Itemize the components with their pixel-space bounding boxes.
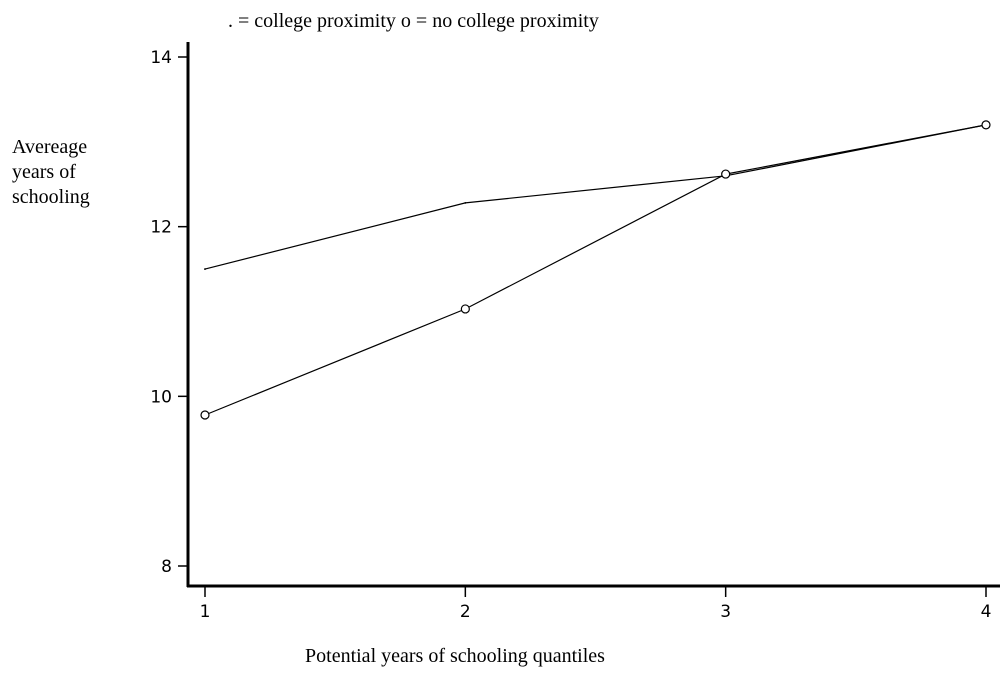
- x-axis-label: Potential years of schooling quantiles: [305, 645, 605, 667]
- y-axis-label-line-2: years of: [12, 161, 76, 183]
- y-tick-label: 8: [161, 557, 172, 577]
- series-point: [981, 120, 991, 130]
- x-tick-label: 3: [720, 602, 731, 622]
- series-point: [721, 169, 731, 179]
- y-ticks: 8 10 12 14: [150, 48, 188, 577]
- series-point: [200, 410, 210, 420]
- y-tick-label: 10: [150, 387, 172, 407]
- y-tick-label: 12: [150, 218, 172, 238]
- series-point: [204, 268, 206, 270]
- series-line-2: [204, 124, 987, 416]
- series-layer: [200, 120, 991, 420]
- legend-text: . = college proximity o = no college pro…: [228, 10, 599, 32]
- x-tick-label: 4: [981, 602, 992, 622]
- x-ticks: 1 2 3 4: [200, 586, 992, 622]
- series-line-1: [204, 124, 987, 270]
- y-axis-label-line-3: schooling: [12, 186, 90, 208]
- x-tick-label: 1: [200, 602, 211, 622]
- series-point: [464, 202, 467, 204]
- y-tick-label: 14: [150, 48, 172, 68]
- series-point: [460, 304, 470, 314]
- y-axis-label-line-1: Avereage: [12, 136, 87, 158]
- x-tick-label: 2: [460, 602, 471, 622]
